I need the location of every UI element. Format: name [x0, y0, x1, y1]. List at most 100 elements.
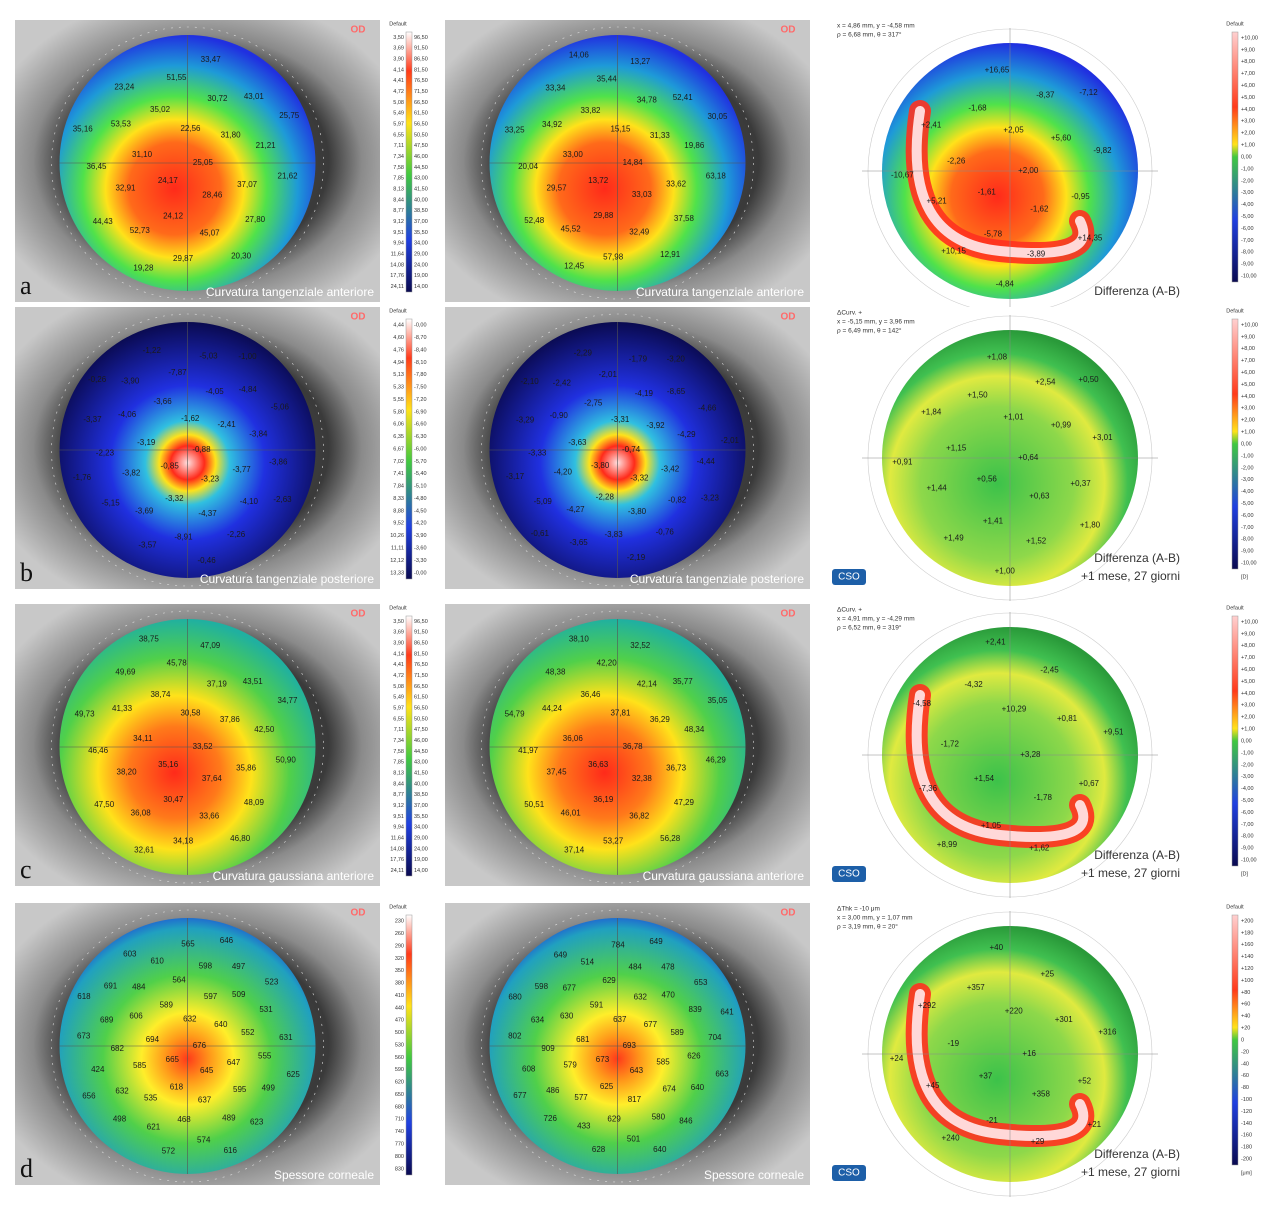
scale-tick-label: 46,00 [414, 738, 428, 744]
scale-tick-label: -7,20 [414, 397, 427, 403]
map-value: +292 [918, 1001, 937, 1010]
color-bar [405, 615, 413, 877]
scale-tick-label: -140 [1241, 1121, 1252, 1127]
logo-box [832, 1165, 866, 1181]
scale-tick-label: 8,88 [393, 508, 404, 514]
map-value: 498 [113, 1115, 127, 1124]
map-value: -3,20 [667, 354, 686, 363]
map-value: 50,90 [276, 755, 297, 764]
scale-tick-label: -8,00 [1241, 537, 1254, 543]
cursor-info: x = 3,00 mm, y = 1,07 mm [837, 915, 913, 922]
map-value: 677 [563, 983, 577, 992]
scale-tick-label: 8,77 [393, 792, 404, 798]
scale-tick-label: 9,51 [393, 230, 404, 236]
map-value: -3,63 [568, 438, 587, 447]
scale-tick-label: 50,50 [414, 716, 428, 722]
map-value: -3,66 [153, 397, 172, 406]
scale-tick-label: 5,49 [393, 111, 404, 117]
scale-tick-label: -9,00 [1241, 262, 1254, 268]
map-value: 484 [629, 962, 643, 971]
map-value: 36,19 [593, 795, 614, 804]
map-value: 598 [535, 982, 549, 991]
map-value: 34,78 [637, 95, 658, 104]
map-value: 25,75 [279, 111, 300, 120]
map-value: 38,20 [117, 767, 138, 776]
map-value: 33,52 [193, 742, 214, 751]
scale-tick-label: 91,50 [414, 46, 428, 52]
scale-tick-label: -6,60 [414, 422, 427, 428]
scale-tick-label: +2,00 [1241, 715, 1255, 721]
scale-tick-label: -3,30 [414, 558, 427, 564]
map-value: +24 [890, 1054, 904, 1063]
cursor-info: x = -5,15 mm, y = 3,96 mm [837, 319, 915, 326]
scale-header: Default [1226, 308, 1244, 314]
map-value: +2,41 [921, 120, 942, 129]
map-value: -4,84 [239, 385, 258, 394]
map-value: 46,01 [561, 809, 582, 818]
map-value: 52,41 [673, 93, 694, 102]
scale-tick-label: 38,50 [414, 208, 428, 214]
scale-header: Default [1226, 21, 1244, 27]
map-value: 726 [544, 1114, 558, 1123]
map-value: -2,26 [947, 157, 966, 166]
map-value: 616 [224, 1146, 238, 1155]
map-value: 598 [199, 962, 213, 971]
scale-tick-label: -9,00 [1241, 846, 1254, 852]
map-value: 674 [662, 1085, 676, 1094]
scale-tick-label: 9,51 [393, 814, 404, 820]
scale-tick-label: +2,00 [1241, 131, 1255, 137]
scale-tick-label: 81,50 [414, 651, 428, 657]
diff-caption: Differenza (A-B) [1094, 551, 1180, 565]
map-value: -4,10 [240, 497, 259, 506]
map-value: 37,86 [220, 715, 241, 724]
scale-tick-label: +6,00 [1241, 667, 1255, 673]
logo: CSO [838, 572, 860, 583]
map-value: -2,63 [273, 495, 292, 504]
map-value: 34,18 [173, 836, 194, 845]
diff-caption: Differenza (A-B) [1094, 848, 1180, 862]
scale-tick-label: -0,00 [414, 570, 427, 576]
scale-tick-label: 3,50 [393, 35, 404, 41]
map-value: +0,91 [892, 458, 913, 467]
scale-tick-label: 620 [395, 1080, 404, 1086]
map-value: 591 [590, 1001, 604, 1010]
map-value: +16 [1022, 1049, 1036, 1058]
scale-tick-label: 530 [395, 1042, 404, 1048]
map-value: -4,19 [635, 389, 654, 398]
map-value: 43,01 [244, 92, 265, 101]
scale-tick-label: 7,11 [394, 727, 404, 733]
scale-tick-label: 7,85 [393, 176, 404, 182]
map-value: 574 [197, 1136, 211, 1145]
scale-tick-label: 3,69 [393, 630, 404, 636]
scale-tick-label: 37,00 [414, 219, 428, 225]
map-value: 629 [607, 1114, 621, 1123]
scale-tick-label: 770 [395, 1142, 404, 1148]
map-value: 577 [574, 1093, 588, 1102]
panel-caption: Curvatura tangenziale anteriore [636, 285, 804, 299]
scale-header: Default [1226, 605, 1244, 611]
scale-tick-label: +200 [1241, 918, 1253, 924]
cursor-info: ρ = 6,68 mm, θ = 317° [837, 31, 902, 39]
map-value: 35,77 [673, 677, 694, 686]
scale-tick-label: +5,00 [1241, 95, 1255, 101]
map-value: 49,73 [75, 709, 96, 718]
scale-tick-label: 43,00 [414, 176, 428, 182]
map-value: -3,57 [138, 541, 157, 550]
logo-box [832, 866, 866, 882]
scale-tick-label: 96,50 [414, 619, 428, 625]
map-value: 689 [100, 1015, 114, 1024]
map-value: -3,23 [201, 474, 220, 483]
map-value: 29,87 [173, 254, 194, 263]
scale-tick-label: -4,00 [1241, 202, 1254, 208]
map-value: +1,00 [995, 567, 1016, 576]
scale-tick-label: 14,00 [414, 284, 428, 290]
scale-tick-label: 40,00 [414, 197, 428, 203]
scale-tick-label: 350 [395, 968, 404, 974]
scale-tick-label: -5,00 [1241, 214, 1254, 220]
map-value: -3,69 [135, 507, 154, 516]
map-value: 35,05 [707, 696, 728, 705]
map-value: 44,43 [93, 217, 114, 226]
panel-caption: Spessore corneale [704, 1168, 804, 1182]
map-value: 817 [628, 1095, 642, 1104]
map-value: 53,53 [111, 120, 132, 129]
